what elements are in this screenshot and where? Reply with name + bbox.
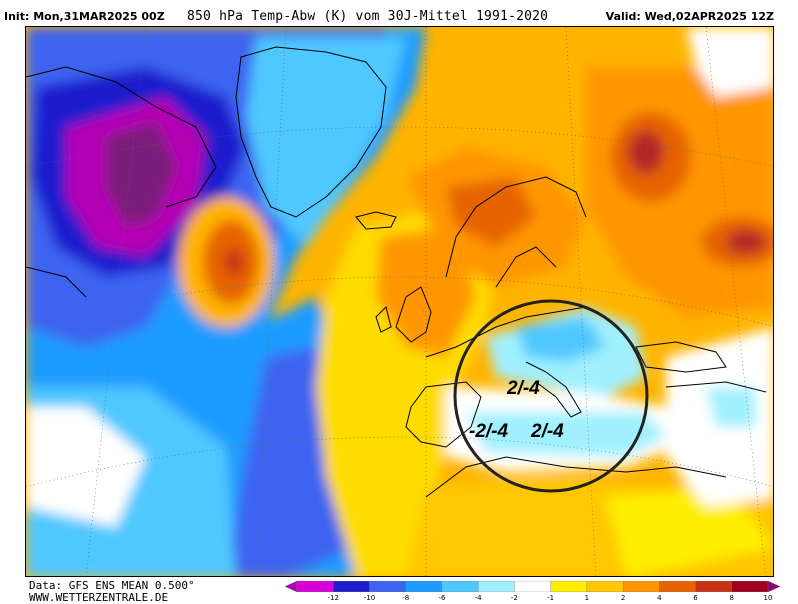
legend-tick-label: -2 xyxy=(510,594,518,602)
map-title: 850 hPa Temp-Abw (K) vom 30J-Mittel 1991… xyxy=(187,9,549,24)
italy-anomaly-label: 2/-4 xyxy=(507,378,540,399)
anomaly-shading xyxy=(26,27,773,576)
west-med-anomaly-label: -2/-4 xyxy=(469,421,509,442)
legend-tick-label: 10 xyxy=(763,594,773,602)
legend-swatch xyxy=(659,581,697,592)
legend-tick-label: 8 xyxy=(729,594,734,602)
legend-tick-label: 1 xyxy=(584,594,590,602)
legend-swatch xyxy=(622,581,661,592)
website-label: WWW.WETTERZENTRALE.DE xyxy=(29,591,169,604)
legend-swatch xyxy=(767,581,780,592)
legend-swatch xyxy=(514,581,552,592)
init-prefix: Init: xyxy=(4,10,30,23)
legend-swatch xyxy=(550,581,588,592)
legend-tick-label: -8 xyxy=(402,594,410,602)
legend-swatch xyxy=(586,581,624,592)
legend-swatch xyxy=(369,581,407,592)
data-source-label: Data: GFS ENS MEAN 0.500° xyxy=(29,579,195,592)
coastlines xyxy=(26,46,767,498)
legend-swatch xyxy=(296,581,334,592)
legend-tick-label: 4 xyxy=(657,594,662,602)
central-med-anomaly-label: 2/-4 xyxy=(531,421,564,442)
init-time-label: Init: Mon,31MAR2025 00Z xyxy=(4,10,165,24)
legend-swatch xyxy=(731,581,769,592)
highlight-circle xyxy=(453,299,649,493)
legend-swatch xyxy=(285,581,298,592)
legend-swatch xyxy=(333,581,371,592)
legend-swatch xyxy=(405,581,443,592)
legend-swatch xyxy=(695,581,733,592)
valid-value: Wed,02APR2025 12Z xyxy=(644,10,774,23)
legend-tick-label: -6 xyxy=(438,594,446,602)
legend-tick-label: -10 xyxy=(363,594,376,602)
legend-tick-label: -1 xyxy=(547,594,555,602)
legend-tick-label: 6 xyxy=(693,594,698,602)
anomaly-field xyxy=(26,27,773,576)
legend-swatch xyxy=(441,581,479,592)
legend-tick-label: -12 xyxy=(327,594,339,602)
anomaly-map: 2/-4 -2/-4 2/-4 xyxy=(25,26,774,577)
legend-swatch xyxy=(477,581,516,592)
color-legend xyxy=(285,581,780,592)
valid-prefix: Valid: xyxy=(605,10,641,23)
legend-tick-label: 2 xyxy=(620,594,626,602)
init-value: Mon,31MAR2025 00Z xyxy=(33,10,165,23)
valid-time-label: Valid: Wed,02APR2025 12Z xyxy=(606,10,774,24)
legend-tick-label: -4 xyxy=(474,594,482,602)
graticule xyxy=(26,27,773,576)
